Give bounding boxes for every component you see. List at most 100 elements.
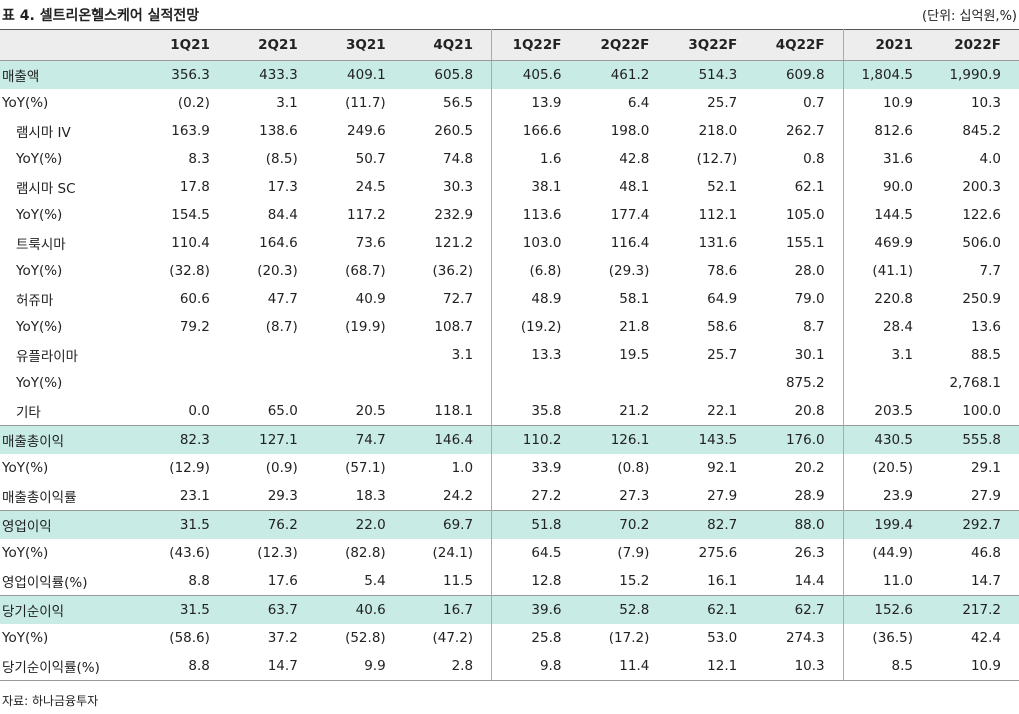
- value-cell: (17.2): [608, 630, 650, 646]
- value-cell: 18.3: [355, 488, 386, 504]
- row-label: 매출액: [0, 60, 140, 89]
- value-cell: 17.6: [267, 573, 298, 589]
- value-cell: 88.0: [755, 510, 844, 539]
- value-cell: 103.0: [522, 235, 562, 251]
- row-label: 램시마 IV: [16, 125, 71, 141]
- value-cell: 8.3: [188, 151, 210, 167]
- value-cell: 430.5: [843, 425, 932, 454]
- value-cell: 11.0: [882, 573, 914, 589]
- value-cell: 40.6: [315, 595, 404, 624]
- value-cell: 143.5: [667, 425, 756, 454]
- value-cell: 166.6: [522, 123, 562, 139]
- value-cell: 356.3: [140, 60, 228, 89]
- row-label: YoY(%): [16, 207, 63, 223]
- value-cell: 72.7: [403, 285, 493, 313]
- value-cell: 35.8: [531, 403, 562, 419]
- column-header: 2Q21: [227, 29, 316, 61]
- value-cell: 0.7: [755, 89, 844, 117]
- column-header: 3Q22F: [667, 29, 756, 61]
- value-cell: 121.2: [403, 229, 493, 257]
- column-header: 1Q22F: [491, 29, 580, 61]
- value-cell: 609.8: [755, 60, 844, 89]
- value-cell: 88.5: [970, 347, 1001, 363]
- value-cell: 433.3: [227, 60, 316, 89]
- value-cell: 84.4: [267, 207, 298, 223]
- value-cell: 405.6: [491, 60, 580, 89]
- value-cell: 177.4: [610, 207, 650, 223]
- value-cell: 217.2: [931, 595, 1019, 624]
- value-cell: 78.6: [707, 263, 738, 279]
- value-cell: 17.8: [179, 179, 210, 195]
- value-cell: 42.4: [970, 630, 1001, 646]
- table-row: 매출총이익 82.3 127.1 74.7 146.4 110.2 126.1 143.5 17…: [0, 425, 1019, 454]
- value-cell: (12.9): [169, 460, 210, 476]
- value-cell: 14.7: [970, 573, 1001, 589]
- value-cell: 82.7: [667, 510, 756, 539]
- table-row: 유플라이마 3.1 13.3 19.5 25.7 30.1 3.1 88.5: [0, 341, 1019, 369]
- value-cell: 82.3: [140, 425, 228, 454]
- value-cell: (68.7): [345, 263, 386, 279]
- value-cell: 232.9: [403, 201, 493, 229]
- value-cell: 62.1: [755, 173, 844, 201]
- value-cell: 155.1: [755, 229, 844, 257]
- value-cell: (58.6): [169, 630, 210, 646]
- value-cell: 555.8: [931, 425, 1019, 454]
- value-cell: 8.7: [755, 313, 844, 341]
- value-cell: 144.5: [874, 207, 914, 223]
- value-cell: 198.0: [610, 123, 650, 139]
- row-label: YoY(%): [16, 151, 63, 167]
- value-cell: 62.7: [755, 595, 844, 624]
- value-cell: 51.8: [491, 510, 580, 539]
- table-row: 영업이익 31.5 76.2 22.0 69.7 51.8 70.2 82.7 88.0 199.…: [0, 510, 1019, 539]
- value-cell: 24.2: [403, 482, 493, 511]
- row-label: YoY(%): [2, 460, 49, 476]
- value-cell: 126.1: [579, 425, 668, 454]
- column-header: 4Q22F: [755, 29, 844, 61]
- value-cell: 28.4: [882, 319, 914, 335]
- table-row: YoY(%) (43.6) (12.3) (82.8) (24.1) 64.5 (7.9) 2…: [0, 539, 1019, 567]
- value-cell: 31.5: [140, 595, 228, 624]
- value-cell: 12.8: [531, 573, 562, 589]
- value-cell: 110.2: [491, 425, 580, 454]
- table-row: 당기순이익 31.5 63.7 40.6 16.7 39.6 52.8 62.1 62.7 152…: [0, 595, 1019, 624]
- value-cell: 23.1: [179, 488, 210, 504]
- value-cell: 48.1: [619, 179, 650, 195]
- value-cell: [228, 369, 316, 397]
- value-cell: 812.6: [874, 123, 914, 139]
- row-label: 영업이익률(%): [2, 575, 88, 591]
- value-cell: [140, 369, 228, 397]
- value-cell: 116.4: [610, 235, 650, 251]
- value-cell: 31.5: [140, 510, 228, 539]
- row-label: 유플라이마: [16, 349, 79, 365]
- value-cell: (52.8): [345, 630, 386, 646]
- value-cell: (12.3): [257, 545, 298, 561]
- value-cell: 28.0: [755, 257, 844, 285]
- value-cell: 108.7: [403, 313, 493, 341]
- value-cell: 92.1: [707, 460, 738, 476]
- value-cell: (8.7): [265, 319, 298, 335]
- value-cell: 262.7: [755, 117, 844, 145]
- table-row: YoY(%) (58.6) 37.2 (52.8) (47.2) 25.8 (17.2) 53…: [0, 624, 1019, 652]
- table-row: YoY(%) 8.3 (8.5) 50.7 74.8 1.6 42.8 (12.7) 0.8 31…: [0, 145, 1019, 173]
- value-cell: (24.1): [403, 539, 493, 567]
- value-cell: (41.1): [872, 263, 914, 279]
- value-cell: 138.6: [259, 123, 298, 139]
- value-cell: 10.3: [755, 652, 844, 681]
- value-cell: 7.7: [979, 263, 1001, 279]
- table-row: YoY(%) 79.2 (8.7) (19.9) 108.7 (19.2) 21.8 58.6…: [0, 313, 1019, 341]
- value-cell: 26.3: [755, 539, 844, 567]
- value-cell: 0.0: [188, 403, 210, 419]
- value-cell: 46.8: [970, 545, 1001, 561]
- value-cell: 40.9: [355, 291, 386, 307]
- value-cell: 131.6: [698, 235, 738, 251]
- value-cell: 605.8: [403, 60, 493, 89]
- value-cell: 25.7: [707, 95, 738, 111]
- value-cell: 2.8: [403, 652, 493, 681]
- value-cell: 8.8: [188, 573, 210, 589]
- value-cell: 73.6: [355, 235, 386, 251]
- value-cell: 27.9: [707, 488, 738, 504]
- value-cell: 22.1: [707, 403, 738, 419]
- value-cell: 154.5: [171, 207, 210, 223]
- value-cell: 249.6: [347, 123, 386, 139]
- value-cell: 64.5: [531, 545, 562, 561]
